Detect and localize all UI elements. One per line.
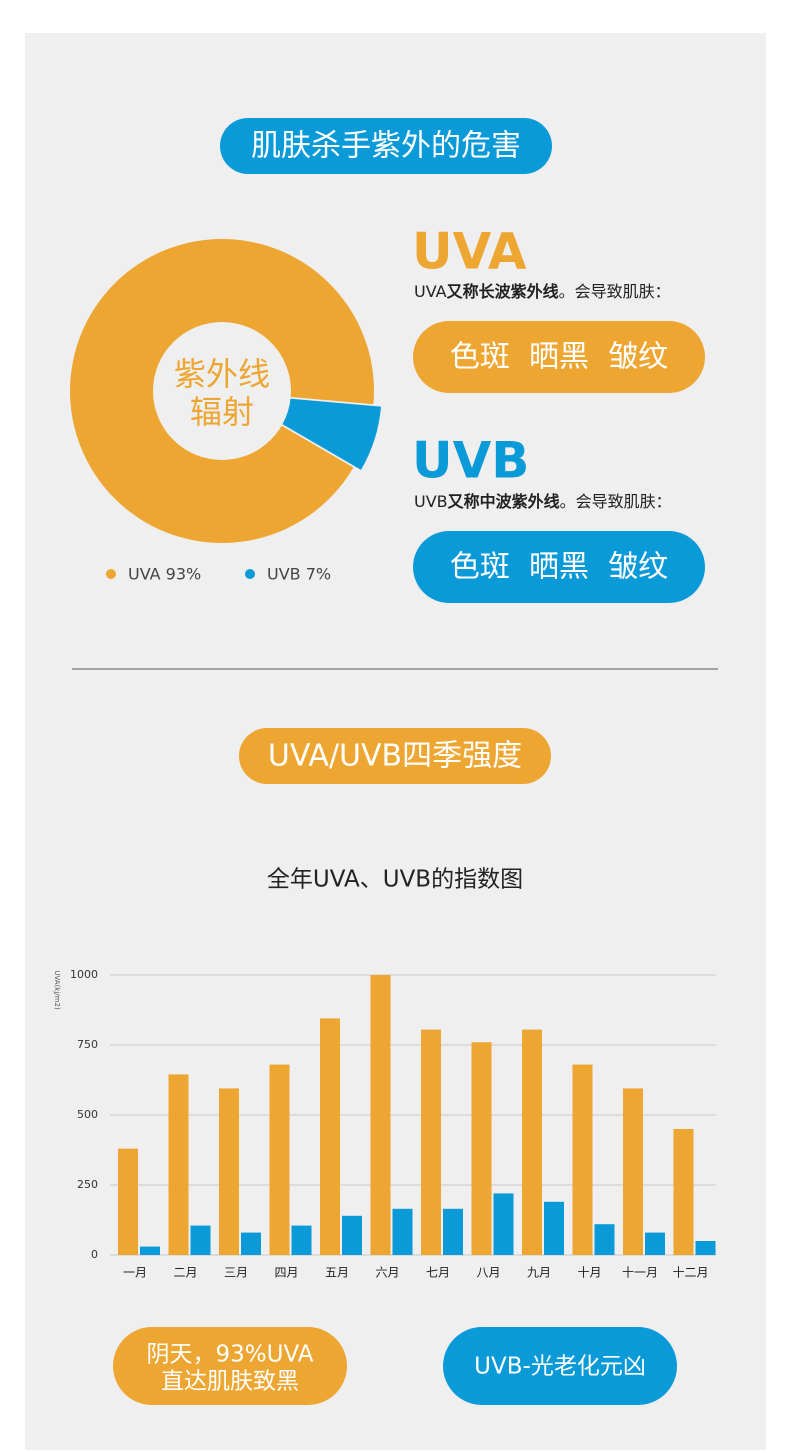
note-text: 阴天，93%UVA xyxy=(147,1342,314,1368)
x-tick-label: 七月 xyxy=(426,1266,450,1280)
desc-part: 。会导致肌肤： xyxy=(560,492,672,511)
legend-label: UVA 93% xyxy=(128,565,201,584)
bar xyxy=(493,1193,514,1255)
bar xyxy=(291,1225,312,1255)
bar xyxy=(471,1042,492,1255)
legend-label: UVB 7% xyxy=(267,565,331,584)
effects-pill xyxy=(413,321,705,393)
legend-dot xyxy=(245,569,255,579)
title-pill xyxy=(239,728,551,784)
effects-text: 色斑 晒黑 皱纹 xyxy=(450,340,668,375)
bar xyxy=(522,1029,542,1255)
y-tick-label: 0 xyxy=(91,1248,98,1261)
title-pill xyxy=(220,118,552,174)
x-tick-label: 八月 xyxy=(476,1266,500,1280)
x-tick-label: 九月 xyxy=(527,1266,551,1280)
bar xyxy=(118,1148,138,1255)
pie-center-text: 辐射 xyxy=(190,393,254,431)
bar xyxy=(241,1232,261,1255)
effects-text: 色斑 晒黑 皱纹 xyxy=(450,550,668,585)
bar xyxy=(190,1225,211,1255)
section-title: UVA/UVB四季强度 xyxy=(268,739,522,774)
bar xyxy=(320,1018,340,1255)
y-tick-label: 500 xyxy=(77,1108,98,1121)
x-tick-label: 五月 xyxy=(325,1266,349,1280)
x-tick-label: 一月 xyxy=(123,1266,147,1280)
y-tick-label: 750 xyxy=(77,1038,98,1051)
note-text: UVB-光老化元凶 xyxy=(474,1354,646,1380)
desc-part: UVB xyxy=(414,492,448,511)
uva-desc: UVA又称长波紫外线。会导致肌肤： xyxy=(414,282,671,301)
x-tick-label: 四月 xyxy=(274,1266,298,1280)
x-tick-label: 二月 xyxy=(173,1266,197,1280)
chart-title: 全年UVA、UVB的指数图 xyxy=(267,867,523,893)
y-tick-label: 1000 xyxy=(70,968,98,981)
desc-part: 又称长波紫外线 xyxy=(446,282,559,301)
desc-part: UVA xyxy=(414,282,447,301)
bar xyxy=(168,1074,189,1255)
x-tick-label: 十月 xyxy=(577,1266,601,1280)
effects-pill xyxy=(413,531,705,603)
note-pill xyxy=(113,1327,347,1405)
x-tick-label: 十二月 xyxy=(672,1266,708,1280)
bar xyxy=(544,1201,564,1255)
pie-hole xyxy=(153,322,291,460)
section-title: 肌肤杀手紫外的危害 xyxy=(251,129,521,164)
pie-center-text: 紫外线 xyxy=(174,355,270,393)
bar xyxy=(269,1064,290,1255)
bar xyxy=(443,1208,463,1255)
bar xyxy=(695,1241,716,1255)
x-tick-label: 三月 xyxy=(224,1266,248,1280)
uva-heading: UVA xyxy=(412,223,527,281)
bar xyxy=(421,1029,441,1255)
desc-part: 又称中波紫外线 xyxy=(447,492,560,511)
x-tick-label: 十一月 xyxy=(622,1266,658,1280)
uvb-desc: UVB又称中波紫外线。会导致肌肤： xyxy=(414,492,672,511)
bar xyxy=(140,1246,160,1255)
bar xyxy=(219,1088,239,1255)
bar xyxy=(572,1064,593,1255)
y-axis-label: UVA(kj/m2) xyxy=(53,970,61,1010)
bar xyxy=(645,1232,665,1255)
legend-dot xyxy=(106,569,116,579)
note-pill xyxy=(443,1327,677,1405)
y-tick-label: 250 xyxy=(77,1178,98,1191)
bar xyxy=(673,1129,694,1255)
bar xyxy=(623,1088,643,1255)
bar xyxy=(342,1215,362,1255)
x-tick-label: 六月 xyxy=(375,1266,399,1280)
uvb-heading: UVB xyxy=(412,432,529,490)
note-text: 直达肌肤致黑 xyxy=(161,1369,299,1395)
bar xyxy=(370,975,391,1255)
bar xyxy=(594,1224,615,1255)
desc-part: 。会导致肌肤： xyxy=(559,282,671,301)
bar xyxy=(392,1208,413,1255)
